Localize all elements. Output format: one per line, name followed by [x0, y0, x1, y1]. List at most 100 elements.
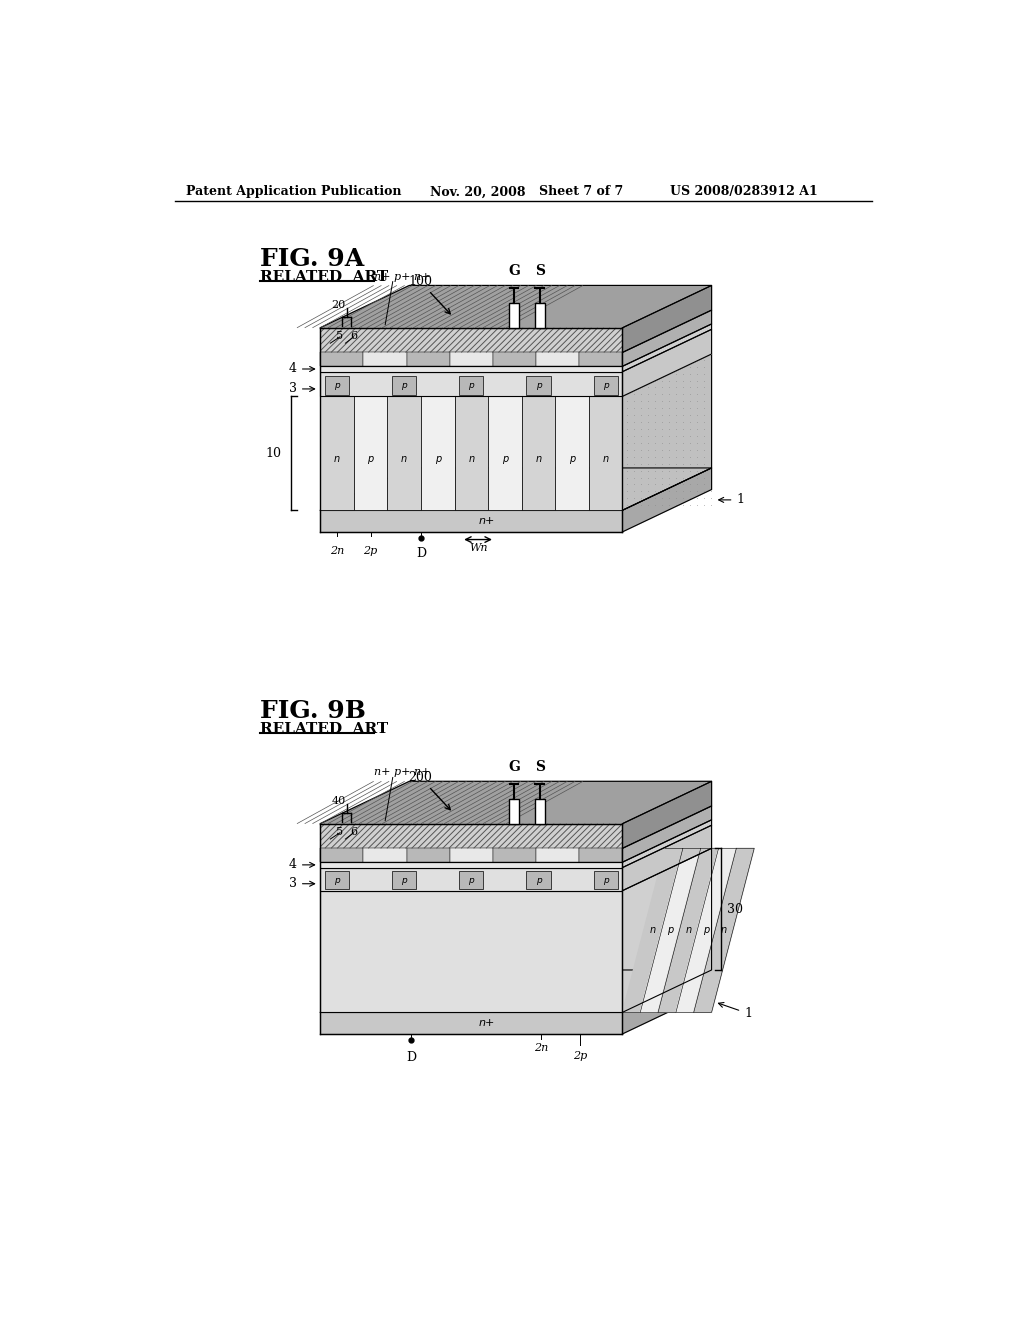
Point	[558, 433, 574, 454]
Point	[598, 865, 614, 886]
Point	[371, 488, 387, 510]
Point	[600, 416, 616, 437]
Point	[633, 446, 649, 467]
Point	[456, 470, 472, 491]
Point	[526, 862, 543, 883]
Point	[435, 949, 452, 970]
Point	[444, 447, 461, 469]
Point	[496, 890, 512, 911]
Point	[530, 367, 547, 388]
Point	[539, 458, 555, 479]
Point	[364, 412, 380, 433]
Point	[536, 866, 552, 887]
Point	[409, 1019, 425, 1040]
Point	[473, 870, 489, 891]
Point	[668, 397, 684, 418]
Point	[359, 944, 376, 965]
Point	[403, 859, 420, 880]
Point	[466, 399, 482, 420]
Point	[527, 965, 544, 986]
Point	[441, 884, 458, 906]
Point	[477, 411, 494, 432]
Point	[349, 376, 366, 397]
Point	[454, 367, 470, 388]
Point	[535, 1019, 551, 1040]
Point	[654, 370, 671, 391]
Point	[371, 981, 387, 1002]
Point	[555, 960, 571, 981]
Point	[484, 433, 501, 454]
Point	[517, 447, 534, 469]
Point	[315, 491, 332, 512]
Point	[409, 859, 425, 880]
Point	[414, 890, 430, 911]
Point	[430, 928, 446, 949]
Point	[675, 384, 691, 405]
Point	[376, 876, 392, 898]
Point	[418, 508, 434, 529]
Point	[604, 508, 621, 529]
Point	[593, 381, 609, 403]
Polygon shape	[676, 849, 736, 1012]
Point	[424, 495, 440, 516]
Point	[441, 944, 458, 965]
Point	[477, 393, 494, 414]
Point	[484, 916, 501, 937]
Text: p: p	[502, 454, 508, 465]
Point	[376, 923, 392, 944]
Point	[703, 480, 720, 502]
Point	[325, 862, 341, 883]
Point	[606, 416, 623, 437]
Point	[620, 370, 636, 391]
Point	[459, 862, 475, 883]
Point	[459, 372, 475, 393]
Point	[544, 508, 560, 529]
Point	[478, 504, 495, 525]
Point	[430, 960, 446, 981]
Point	[522, 480, 539, 502]
Polygon shape	[623, 469, 712, 532]
Point	[343, 895, 359, 916]
Point	[590, 437, 606, 458]
Point	[483, 513, 500, 535]
Point	[627, 363, 643, 384]
Point	[424, 420, 440, 441]
Point	[456, 486, 472, 507]
Point	[390, 1015, 407, 1036]
Point	[356, 488, 373, 510]
Point	[562, 508, 579, 529]
Point	[539, 998, 555, 1019]
Point	[492, 412, 508, 433]
Point	[521, 381, 538, 403]
Point	[322, 865, 338, 886]
Point	[414, 965, 430, 986]
Polygon shape	[321, 970, 712, 1012]
Point	[458, 993, 474, 1014]
Point	[493, 508, 509, 529]
Point	[571, 870, 588, 891]
Point	[335, 1015, 351, 1036]
Point	[498, 467, 514, 488]
Point	[584, 447, 600, 469]
Point	[414, 859, 430, 880]
Point	[404, 405, 421, 426]
Point	[600, 421, 616, 442]
Point	[344, 1015, 360, 1036]
Point	[527, 416, 544, 437]
Point	[647, 425, 664, 446]
Point	[315, 399, 332, 420]
Point	[392, 884, 409, 906]
Point	[376, 970, 392, 991]
Point	[438, 461, 455, 482]
Point	[404, 508, 421, 529]
Point	[344, 504, 360, 525]
Point	[337, 388, 353, 409]
Point	[604, 513, 621, 535]
Point	[432, 517, 449, 539]
Point	[675, 412, 691, 433]
Point	[354, 970, 371, 991]
Point	[620, 495, 636, 516]
Point	[410, 393, 426, 414]
Point	[534, 496, 550, 517]
Point	[414, 933, 430, 954]
